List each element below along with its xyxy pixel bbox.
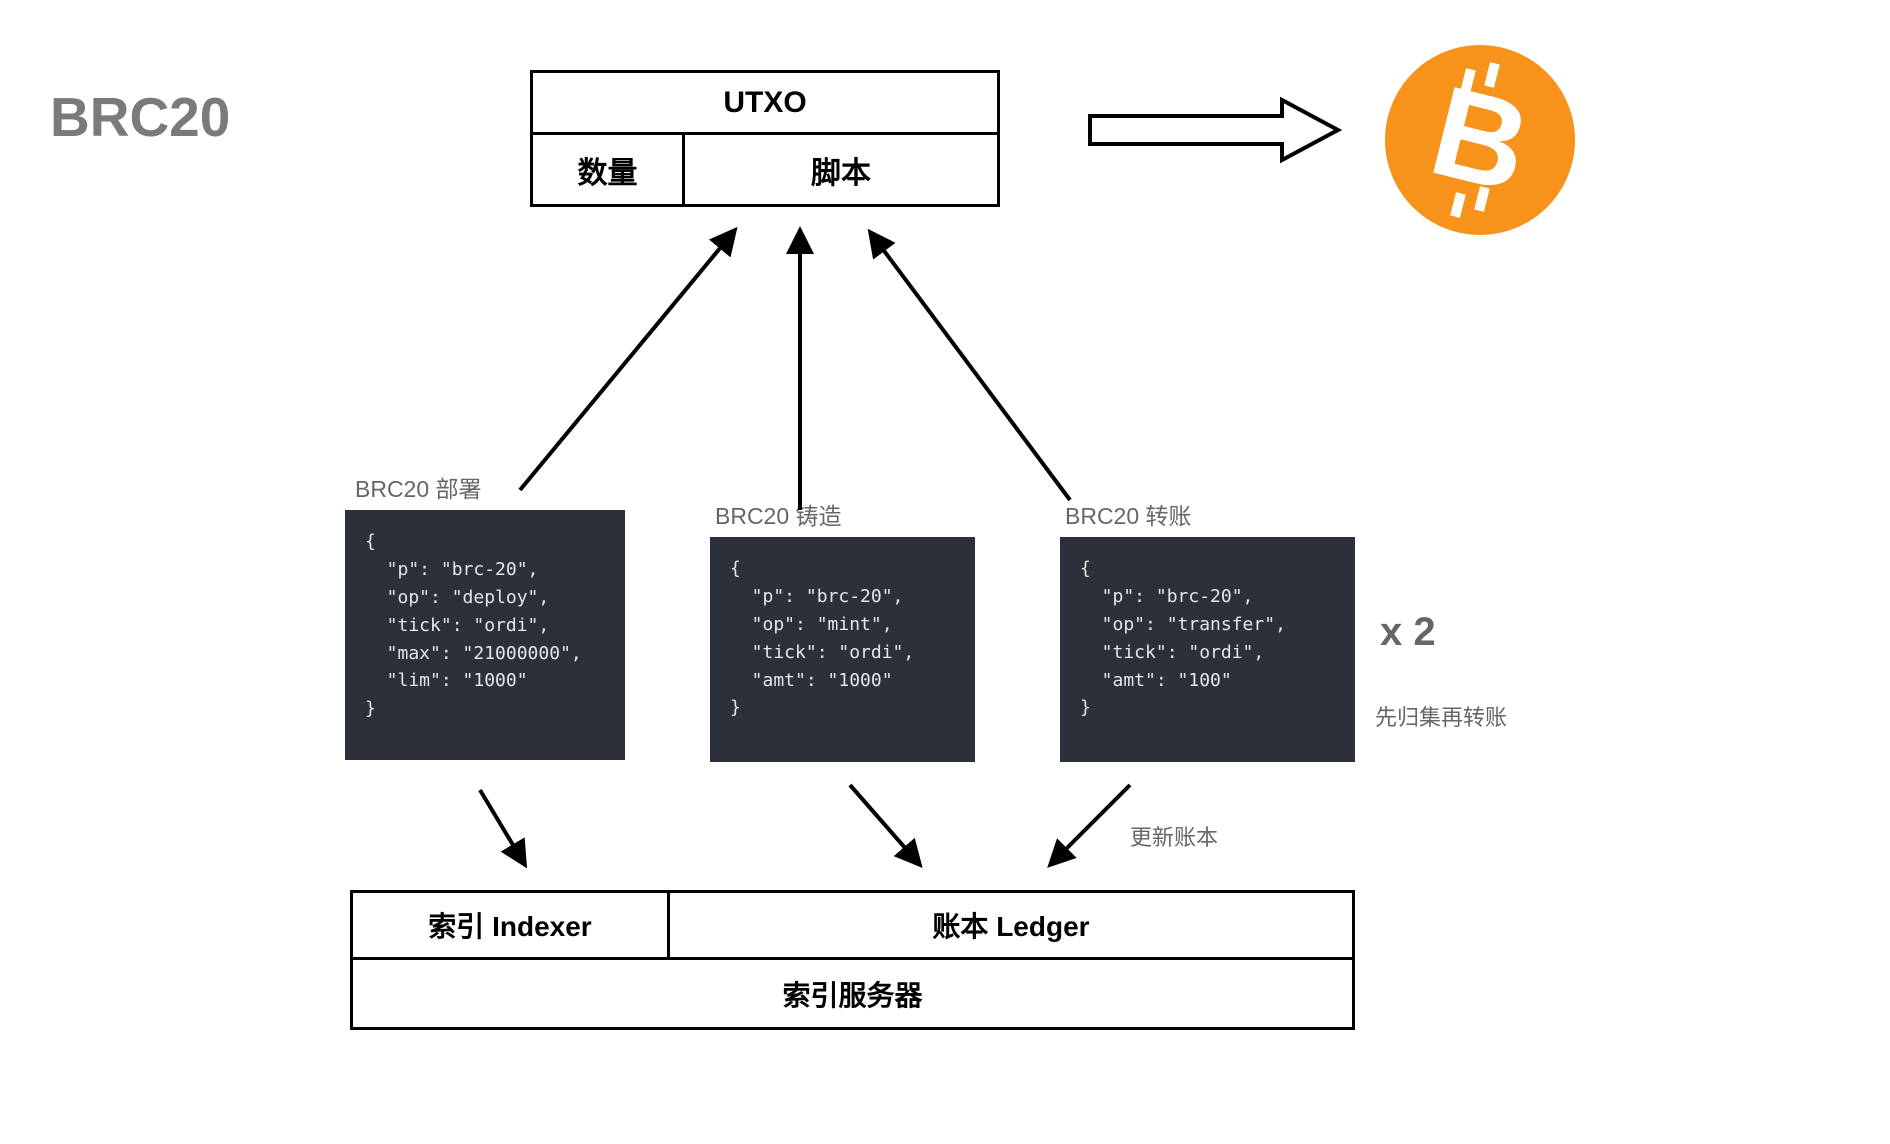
utxo-script-label: 脚本: [811, 148, 871, 192]
mint-code-block: { "p": "brc-20", "op": "mint", "tick": "…: [710, 537, 975, 762]
update-annotation: 更新账本: [1130, 820, 1218, 852]
deploy-to-indexer: [480, 790, 525, 865]
utxo-header-cell: UTXO: [530, 70, 1000, 135]
transfer-to-utxo: [870, 232, 1070, 500]
deploy-code: { "p": "brc-20", "op": "deploy", "tick":…: [365, 531, 582, 719]
ledger-cell: 账本 Ledger: [670, 890, 1355, 960]
mint-to-ledger: [850, 785, 920, 865]
utxo-to-bitcoin-arrow: [1090, 100, 1338, 160]
utxo-qty-cell: 数量: [530, 135, 685, 207]
server-cell: 索引服务器: [350, 960, 1355, 1030]
transfer-label: BRC20 转账: [1065, 497, 1192, 531]
diagram-title: BRC20: [50, 85, 230, 149]
bitcoin-icon: B: [1385, 45, 1575, 235]
transfer-code: { "p": "brc-20", "op": "transfer", "tick…: [1080, 558, 1286, 718]
note-annotation: 先归集再转账: [1375, 700, 1507, 732]
utxo-qty-label: 数量: [578, 148, 638, 192]
indexer-label: 索引 Indexer: [428, 905, 591, 945]
transfer-code-block: { "p": "brc-20", "op": "transfer", "tick…: [1060, 537, 1355, 762]
transfer-to-ledger: [1050, 785, 1130, 865]
server-label: 索引服务器: [782, 974, 922, 1014]
deploy-to-utxo: [520, 230, 735, 490]
indexer-cell: 索引 Indexer: [350, 890, 670, 960]
utxo-header-label: UTXO: [723, 86, 806, 120]
deploy-code-block: { "p": "brc-20", "op": "deploy", "tick":…: [345, 510, 625, 760]
ledger-label: 账本 Ledger: [932, 905, 1089, 945]
mint-code: { "p": "brc-20", "op": "mint", "tick": "…: [730, 558, 914, 718]
x2-annotation: x 2: [1380, 610, 1436, 655]
mint-label: BRC20 铸造: [715, 497, 842, 531]
deploy-label: BRC20 部署: [355, 470, 482, 504]
utxo-script-cell: 脚本: [685, 135, 1000, 207]
